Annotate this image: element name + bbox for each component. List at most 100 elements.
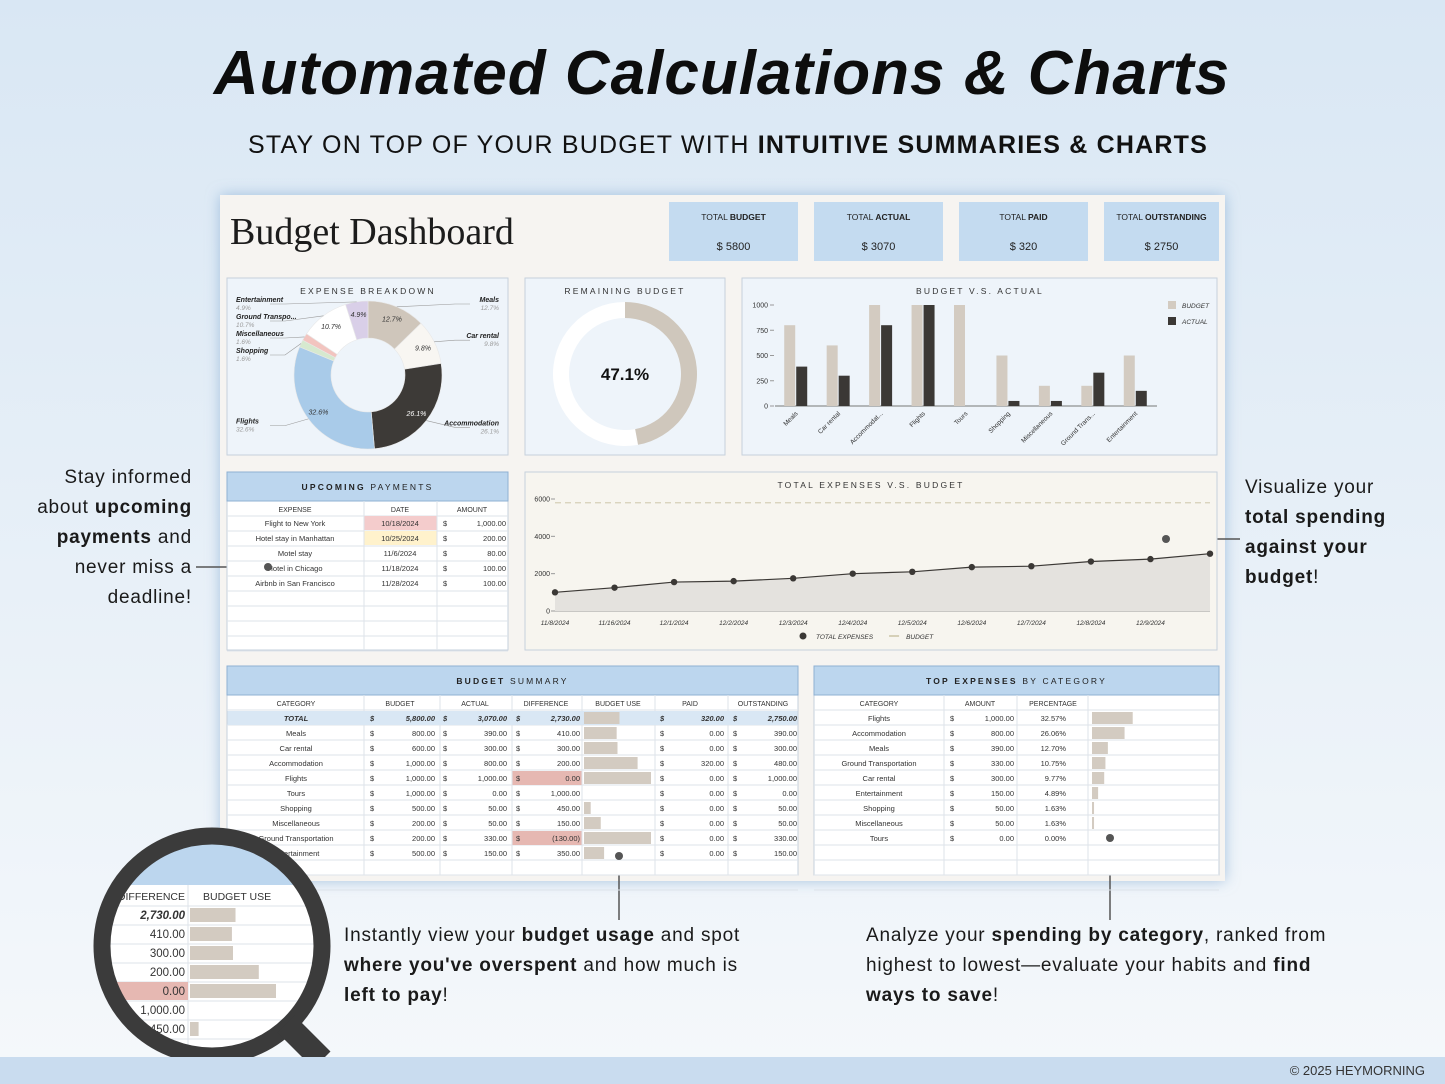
cell: 50.00: [995, 804, 1014, 813]
text-segment: !: [1313, 567, 1319, 588]
cell: 500.00: [412, 804, 435, 813]
legend-label: Ground Transpo...: [236, 314, 297, 321]
text-segment: budget usage: [522, 925, 655, 946]
leader-line: [426, 420, 470, 428]
overspent-cell: [108, 982, 188, 1000]
y-tick-label: 1000: [752, 303, 768, 310]
legend-label: BUDGET: [906, 634, 934, 641]
cell: 50.00: [488, 819, 507, 828]
cell: TOTAL: [284, 714, 309, 723]
cell-currency: $: [733, 834, 738, 843]
column-header: AMOUNT: [965, 701, 996, 708]
column-header: DIFFERENCE: [524, 701, 569, 708]
text-segment: PAYMENTS: [370, 482, 433, 492]
bar: [923, 305, 935, 406]
cell: Meals: [869, 744, 889, 753]
text-segment: BUDGET: [730, 212, 767, 222]
bar: [826, 345, 838, 406]
budget-use-bar: [190, 984, 276, 998]
table-title: BUDGET SUMMARY: [456, 676, 568, 686]
cell: 0.00: [709, 804, 724, 813]
cell: 390.00: [774, 729, 797, 738]
cell: 100.00: [483, 579, 506, 588]
text-segment: BY CATEGORY: [1022, 676, 1107, 686]
legend-label: Flights: [236, 419, 259, 426]
kpi-box: [959, 202, 1088, 261]
cell-currency: $: [443, 849, 448, 858]
callout-line: Instantly view your budget usage and spo…: [344, 925, 740, 946]
cell: 0.00: [709, 834, 724, 843]
cell-currency: $: [443, 564, 448, 573]
content: STAY ON TOP OF YOUR BUDGET WITH INTUITIV…: [37, 131, 1385, 1006]
text-segment: budget: [1245, 567, 1313, 588]
cell: Entertainment: [856, 789, 904, 798]
cell-currency: $: [370, 744, 375, 753]
cell-currency: $: [370, 789, 375, 798]
cell: 0.00: [709, 744, 724, 753]
cell: 4.89%: [1045, 789, 1067, 798]
bar: [796, 366, 808, 406]
callout-line: about upcoming: [37, 497, 192, 518]
legend-label: Entertainment: [236, 297, 284, 304]
y-tick-label: 750: [756, 328, 768, 335]
point: [551, 589, 559, 596]
cell: 1,000.00: [140, 1005, 185, 1017]
connector-dot: [1106, 834, 1114, 842]
point: [909, 568, 916, 575]
callout-line: Analyze your spending by category, ranke…: [866, 925, 1326, 946]
text-segment: against your: [1245, 537, 1368, 558]
text-segment: ACTUAL: [875, 212, 910, 222]
cell: 300.00: [484, 744, 507, 753]
cell-currency: $: [516, 729, 521, 738]
cell-currency: $: [660, 774, 665, 783]
point: [611, 584, 618, 591]
series-line: [554, 553, 1211, 593]
cell-currency: $: [370, 834, 375, 843]
x-tick-label: 12/4/2024: [838, 620, 867, 627]
leader-line: [270, 301, 357, 305]
cell: 480.00: [774, 759, 797, 768]
cell-currency: $: [660, 744, 665, 753]
date-highlight: [364, 516, 437, 530]
legend-label: TOTAL EXPENSES: [816, 634, 874, 641]
cell: 10.75%: [1041, 759, 1067, 768]
text-segment: SUMMARY: [510, 676, 569, 686]
point: [849, 570, 856, 577]
cell-currency: $: [516, 774, 521, 783]
budget-use-bar: [190, 965, 259, 979]
kpi-box: [669, 202, 798, 261]
percentage-bar: [1092, 712, 1133, 724]
overspent-cell: [512, 831, 582, 845]
budget-use-bar: [584, 772, 651, 784]
table-title: TOP EXPENSES BY CATEGORY: [926, 676, 1107, 686]
pie-slice: [370, 363, 443, 450]
cell: 800.00: [991, 729, 1014, 738]
kpi-value: $ 3070: [862, 241, 896, 253]
text-segment: STAY ON TOP OF YOUR BUDGET WITH: [248, 131, 758, 159]
cell: Car rental: [280, 744, 313, 753]
bar: [869, 305, 881, 406]
cell: 330.00: [991, 759, 1014, 768]
cell-currency: $: [950, 789, 955, 798]
legend-value: 10.7%: [236, 322, 255, 329]
kpi-label: TOTAL PAID: [999, 212, 1047, 222]
cell-currency: $: [370, 849, 375, 858]
leader-line: [270, 418, 309, 426]
column-header: PERCENTAGE: [1029, 701, 1077, 708]
leader-line: [434, 339, 470, 343]
point: [1206, 550, 1214, 557]
column-header: AMOUNT: [457, 507, 488, 514]
cell: 50.00: [995, 819, 1014, 828]
legend-swatch: [1168, 317, 1176, 325]
callout-line: payments and: [57, 527, 192, 548]
x-tick-label: 11/16/2024: [599, 620, 631, 627]
leader-line: [270, 343, 302, 356]
cell: Tours: [287, 789, 306, 798]
cell: 330.00: [774, 834, 797, 843]
legend-swatch: [799, 632, 807, 640]
cell-currency: $: [733, 789, 738, 798]
x-tick-label: 12/8/2024: [1076, 620, 1105, 627]
cell: 800.00: [412, 729, 435, 738]
